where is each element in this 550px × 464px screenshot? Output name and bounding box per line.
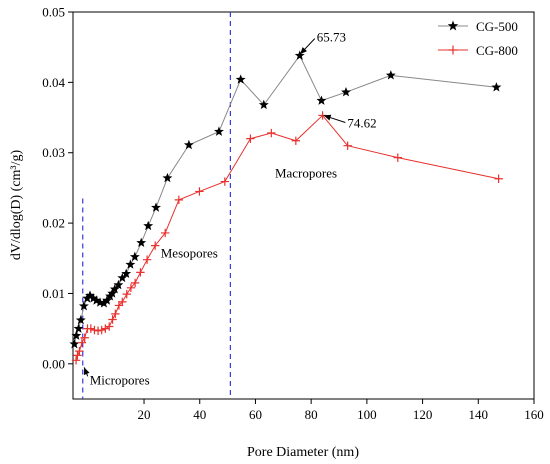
data-point [71, 330, 82, 340]
annotation-arrowhead [323, 114, 332, 121]
data-point [77, 338, 87, 347]
x-tick-label: 160 [524, 407, 544, 422]
data-point [142, 255, 152, 264]
data-point [109, 284, 120, 294]
data-point [69, 338, 80, 349]
data-point [90, 325, 99, 335]
data-point [121, 268, 132, 278]
data-point [113, 279, 124, 290]
x-tick-label: 140 [469, 407, 489, 422]
data-point [91, 295, 102, 305]
data-point [136, 237, 147, 247]
annotation-label: 65.73 [317, 30, 346, 45]
data-point [161, 228, 170, 238]
y-tick-label: 0.03 [42, 145, 65, 160]
data-point [98, 298, 109, 308]
data-point [143, 220, 154, 231]
data-point [267, 128, 276, 138]
y-tick-label: 0.01 [42, 286, 65, 301]
annotation-label: Macropores [275, 165, 337, 180]
x-axis-label: Pore Diameter (nm) [247, 445, 359, 460]
data-point [316, 95, 327, 105]
data-point [126, 283, 136, 293]
y-tick-label: 0.04 [42, 75, 65, 90]
data-point [75, 346, 84, 356]
x-tick-label: 100 [357, 407, 377, 422]
data-point [174, 195, 184, 205]
annotation-arrowhead [300, 47, 308, 55]
data-point [108, 315, 117, 324]
annotation-arrowhead [83, 367, 90, 375]
data-point [111, 309, 120, 319]
series-line-cg-500 [73, 54, 497, 345]
legend-marker [447, 20, 459, 31]
x-tick-label: 80 [305, 407, 318, 422]
data-point [246, 134, 255, 143]
data-point [122, 289, 131, 299]
data-point [341, 87, 351, 97]
x-tick-label: 20 [138, 407, 151, 422]
data-point [258, 99, 269, 110]
series-line-cg-800 [75, 114, 499, 361]
data-point [130, 278, 140, 288]
data-point [343, 141, 352, 150]
data-point [129, 251, 140, 262]
data-point [393, 153, 402, 162]
data-point [101, 324, 110, 333]
data-point [162, 172, 173, 183]
data-point [82, 293, 93, 303]
data-point [73, 323, 84, 333]
data-point [85, 290, 95, 300]
data-point [385, 70, 396, 80]
data-point [494, 174, 503, 183]
data-point [93, 326, 103, 335]
data-point [105, 322, 114, 331]
y-tick-label: 0.02 [42, 216, 65, 231]
annotations-layer: 65.73 74.62 Micropores Mesopores Macropores [83, 30, 377, 387]
x-tick-label: 120 [413, 407, 433, 422]
legend-marker [448, 45, 458, 55]
plot-frame [72, 11, 535, 400]
data-point [71, 356, 81, 365]
data-point [88, 293, 99, 303]
data-point [75, 314, 86, 325]
data-point [291, 136, 301, 145]
data-point [125, 259, 136, 269]
data-point [78, 300, 89, 311]
annotation-label: Micropores [90, 372, 150, 387]
data-point [183, 139, 194, 150]
data-point [97, 325, 106, 335]
x-tick-label: 60 [249, 407, 262, 422]
data-point [235, 74, 246, 84]
data-point [491, 82, 502, 92]
y-tick-label: 0.00 [42, 356, 65, 371]
data-point [150, 241, 160, 250]
legend-label: CG-800 [476, 43, 518, 58]
data-point [80, 333, 89, 342]
y-tick-label: 0.05 [42, 5, 65, 20]
annotation-label: 74.62 [347, 115, 376, 130]
series-layer [69, 50, 503, 365]
data-point [220, 177, 230, 186]
data-point [117, 272, 128, 283]
data-point [73, 351, 82, 360]
data-point [195, 187, 204, 196]
y-axis-label: dV/dlog(D) (cm³/g) [9, 149, 24, 260]
region-dividers [82, 12, 231, 399]
legend-label: CG-500 [476, 19, 518, 34]
data-point [102, 295, 112, 305]
data-point [136, 268, 145, 277]
data-point [214, 126, 224, 136]
data-point [86, 324, 96, 333]
data-point [118, 297, 127, 307]
annotation-label: Mesopores [161, 246, 218, 261]
x-tick-label: 40 [193, 407, 206, 422]
y-axis-ticks: 0.00 0.01 0.02 0.03 0.04 0.05 [42, 5, 73, 371]
data-point [294, 50, 305, 60]
legend: CG-500 CG-800 [438, 19, 518, 58]
x-axis-ticks: 20 40 60 80 100 120 140 160 [138, 399, 544, 422]
data-point [151, 202, 161, 212]
